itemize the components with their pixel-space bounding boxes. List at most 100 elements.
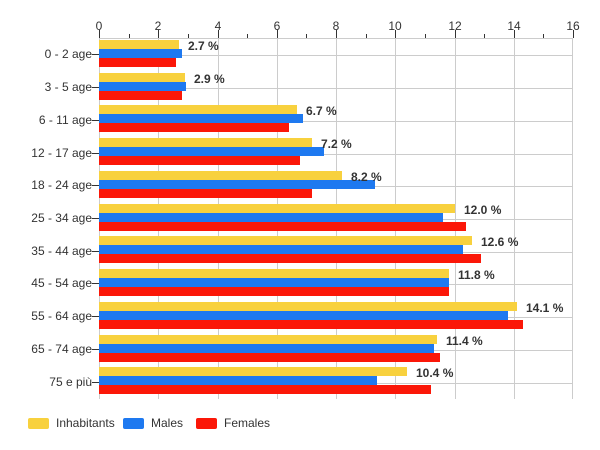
bar-inhabitants [99,171,342,180]
gridline-horizontal [99,154,573,155]
value-label: 8.2 % [351,170,382,184]
y-axis-tick [92,185,99,186]
bar-females [99,287,449,296]
legend-label: Inhabitants [56,416,115,430]
bar-inhabitants [99,236,472,245]
bar-males [99,245,463,254]
bar-females [99,189,312,198]
bar-males [99,213,443,222]
x-axis-tick-label: 16 [566,19,580,33]
bar-inhabitants [99,73,185,82]
value-label: 6.7 % [306,104,337,118]
value-label: 2.9 % [194,72,225,86]
bar-males [99,82,186,91]
bar-males [99,49,182,58]
x-axis-major-tick [573,30,574,38]
category-label: 0 - 2 age [44,47,92,61]
x-axis-major-tick [158,30,159,38]
x-axis-major-tick [455,30,456,38]
bar-males [99,180,375,189]
bar-females [99,91,182,100]
y-axis-tick [92,218,99,219]
bar-inhabitants [99,40,179,49]
x-axis-tick-label: 8 [332,19,340,33]
y-axis-tick [92,382,99,383]
legend-swatch-females [196,418,217,429]
bar-males [99,114,303,123]
legend-label: Males [151,416,184,430]
x-axis-minor-tick [188,34,189,38]
x-axis-tick-label: 4 [214,19,222,33]
value-label: 10.4 % [416,366,454,380]
gridline-horizontal [99,88,573,89]
bar-inhabitants [99,335,437,344]
y-axis-tick [92,153,99,154]
y-axis-tick [92,54,99,55]
value-label: 2.7 % [188,39,219,53]
x-axis-tick-label: 6 [273,19,281,33]
bar-inhabitants [99,302,517,311]
x-axis-tick-label: 2 [154,19,162,33]
x-axis-tick-label: 10 [388,19,402,33]
category-label: 12 - 17 age [31,146,92,160]
y-axis-tick [92,87,99,88]
category-label: 55 - 64 age [31,309,92,323]
y-axis-tick [92,283,99,284]
x-axis-tick-label: 14 [507,19,521,33]
bar-males [99,311,508,320]
bar-males [99,278,449,287]
gridline-horizontal [99,121,573,122]
category-label: 25 - 34 age [31,211,92,225]
bar-males [99,147,324,156]
bar-females [99,385,431,394]
category-label: 6 - 11 age [38,113,92,127]
value-label: 12.0 % [464,203,502,217]
x-axis-major-tick [336,30,337,38]
x-axis-minor-tick [484,34,485,38]
gridline-horizontal [99,55,573,56]
legend-swatch-inhabitants [28,418,49,429]
category-label: 65 - 74 age [31,342,92,356]
x-axis-minor-tick [247,34,248,38]
bar-females [99,156,300,165]
bar-females [99,222,466,231]
value-label: 14.1 % [526,301,564,315]
category-label: 3 - 5 age [44,80,92,94]
x-axis-major-tick [218,30,219,38]
x-axis-major-tick [514,30,515,38]
x-axis-major-tick [395,30,396,38]
bar-females [99,353,440,362]
bar-inhabitants [99,204,455,213]
x-axis-major-tick [277,30,278,38]
legend-swatch-males [123,418,144,429]
x-axis-minor-tick [425,34,426,38]
value-label: 11.4 % [446,334,483,348]
bar-inhabitants [99,138,312,147]
bar-inhabitants [99,105,297,114]
bar-inhabitants [99,367,407,376]
y-axis-tick [92,349,99,350]
legend-item-females[interactable]: Females [196,417,270,430]
category-label: 18 - 24 age [31,178,92,192]
category-label: 35 - 44 age [31,244,92,258]
plot-area: 2.7 % 2.9 % 6.7 % 7.2 % 8.2 % 12.0 % 12.6 % 11.… [99,38,573,399]
bar-males [99,376,377,385]
category-label: 45 - 54 age [31,276,92,290]
y-axis-tick [92,120,99,121]
x-axis-minor-tick [543,34,544,38]
x-axis-minor-tick [306,34,307,38]
y-axis-tick [92,251,99,252]
bar-females [99,254,481,263]
value-label: 11.8 % [458,268,495,282]
bar-females [99,58,176,67]
value-label: 7.2 % [321,137,352,151]
x-axis-tick-label: 0 [95,19,103,33]
bar-males [99,344,434,353]
x-axis-minor-tick [366,34,367,38]
legend-item-males[interactable]: Males [123,417,183,430]
y-axis-tick [92,316,99,317]
legend-label: Females [224,416,271,430]
legend-item-inhabitants[interactable]: Inhabitants [28,417,115,430]
x-axis-minor-tick [129,34,130,38]
